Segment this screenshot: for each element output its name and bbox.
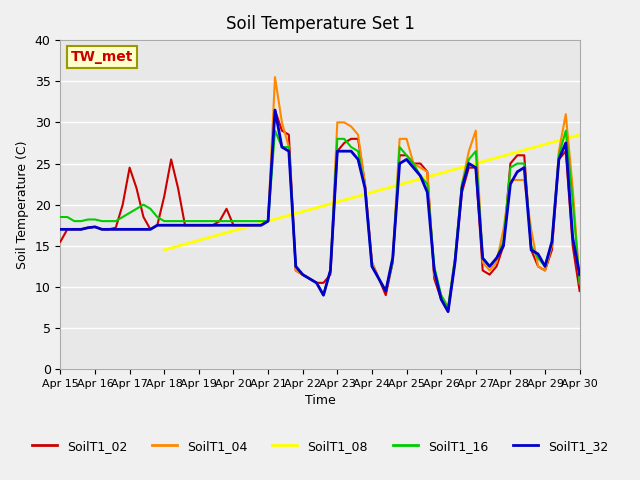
X-axis label: Time: Time bbox=[305, 395, 335, 408]
Y-axis label: Soil Temperature (C): Soil Temperature (C) bbox=[16, 141, 29, 269]
Legend: SoilT1_02, SoilT1_04, SoilT1_08, SoilT1_16, SoilT1_32: SoilT1_02, SoilT1_04, SoilT1_08, SoilT1_… bbox=[27, 435, 613, 458]
Text: TW_met: TW_met bbox=[71, 50, 133, 64]
Title: Soil Temperature Set 1: Soil Temperature Set 1 bbox=[225, 15, 415, 33]
